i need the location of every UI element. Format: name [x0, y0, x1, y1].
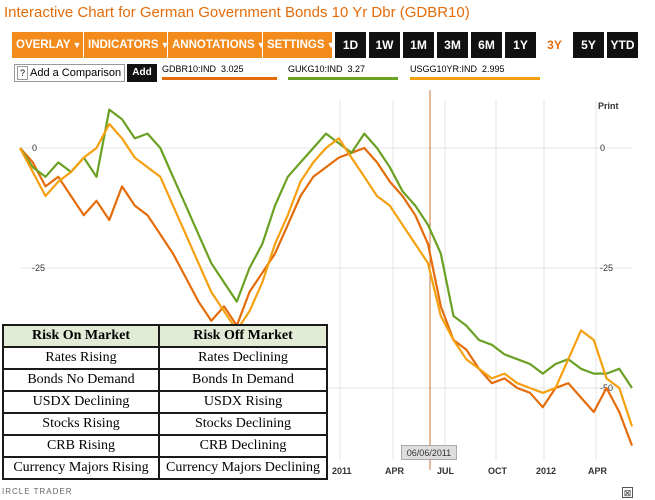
table-row: CRB Rising CRB Declining — [2, 434, 328, 458]
x-axis-labels: 2011 APR JUL OCT 2012 APR — [0, 466, 655, 478]
settings-menu-label: SETTINGS — [267, 39, 325, 51]
range-button-5y[interactable]: 5Y — [573, 32, 604, 58]
range-button-3y[interactable]: 3Y — [539, 32, 570, 58]
range-button-6m[interactable]: 6M — [471, 32, 502, 58]
range-button-3m[interactable]: 3M — [437, 32, 468, 58]
legend-item-gdbr10: GDBR10:IND 3.025 — [162, 64, 277, 80]
close-icon[interactable]: ⊠ — [622, 487, 633, 498]
indicators-menu[interactable]: INDICATORS▼ — [84, 32, 168, 58]
help-icon: ? — [17, 66, 28, 80]
table-row: Bonds No Demand Bonds In Demand — [2, 368, 328, 392]
x-axis-label: 2011 — [332, 466, 352, 476]
legend-color-bar — [162, 77, 277, 80]
page-title: Interactive Chart for German Government … — [4, 4, 470, 21]
table-cell: Stocks Declining — [158, 412, 328, 436]
legend-value: 3.27 — [347, 64, 366, 74]
print-button[interactable]: Print — [598, 101, 619, 111]
table-cell: Bonds In Demand — [158, 368, 328, 392]
range-button-1m[interactable]: 1M — [403, 32, 434, 58]
table-cell: USDX Rising — [158, 390, 328, 414]
y-tick-label-left: -25 — [32, 263, 45, 273]
legend-item-gukg10: GUKG10:IND 3.27 — [288, 64, 398, 80]
x-axis-label: 2012 — [536, 466, 557, 476]
table-cell: USDX Declining — [2, 390, 160, 414]
table-header-risk-on: Risk On Market — [2, 324, 160, 348]
table-row: Stocks Rising Stocks Declining — [2, 412, 328, 436]
chevron-down-icon: ▼ — [257, 40, 262, 50]
table-cell: Currency Majors Declining — [158, 456, 328, 480]
table-cell: Stocks Rising — [2, 412, 160, 436]
chevron-down-icon: ▼ — [72, 40, 82, 50]
chevron-down-icon: ▼ — [327, 40, 332, 50]
legend-value: 2.995 — [482, 64, 505, 74]
legend-color-bar — [288, 77, 398, 80]
table-cell: CRB Declining — [158, 434, 328, 458]
legend-color-bar — [410, 77, 540, 80]
x-axis-label: APR — [385, 466, 405, 476]
overlay-menu[interactable]: OVERLAY ▼ — [12, 32, 84, 58]
x-axis-label: APR — [588, 466, 608, 476]
table-cell: Rates Declining — [158, 346, 328, 370]
range-button-1w[interactable]: 1W — [369, 32, 400, 58]
y-tick-label-left: 0 — [32, 143, 37, 153]
add-comparison-label: Add a Comparison — [30, 67, 122, 79]
table-header-row: Risk On Market Risk Off Market — [2, 324, 328, 348]
series-line-gukg10ind — [19, 108, 633, 389]
legend-name: GUKG10:IND — [288, 64, 343, 74]
series-line-gdbr10ind — [19, 146, 634, 446]
watermark-text: IRCLE TRADER — [2, 487, 73, 496]
series-line-usgg10yrind — [19, 122, 634, 427]
indicators-menu-label: INDICATORS — [88, 39, 159, 51]
range-button-ytd[interactable]: YTD — [607, 32, 638, 58]
range-button-1d[interactable]: 1D — [335, 32, 366, 58]
legend-item-usgg10yr: USGG10YR:IND 2.995 — [410, 64, 540, 80]
table-row: Currency Majors Rising Currency Majors D… — [2, 456, 328, 480]
legend-name: USGG10YR:IND — [410, 64, 478, 74]
legend-name: GDBR10:IND — [162, 64, 217, 74]
table-cell: Currency Majors Rising — [2, 456, 160, 480]
overlay-menu-label: OVERLAY — [16, 39, 71, 51]
x-axis-label: JUL — [437, 466, 455, 476]
table-row: USDX Declining USDX Rising — [2, 390, 328, 414]
add-button[interactable]: Add — [127, 64, 157, 82]
risk-market-table: Risk On Market Risk Off Market Rates Ris… — [2, 324, 328, 480]
table-header-risk-off: Risk Off Market — [158, 324, 328, 348]
table-cell: CRB Rising — [2, 434, 160, 458]
y-tick-label-right: -25 — [600, 263, 613, 273]
date-tooltip: 06/06/2011 — [401, 445, 457, 460]
chart-toolbar: OVERLAY▼ INDICATORS▼ ANNOTATIONS▼ SETTIN… — [12, 32, 642, 58]
annotations-menu[interactable]: ANNOTATIONS▼ — [168, 32, 263, 58]
y-tick-label-right: 0 — [600, 143, 605, 153]
settings-menu[interactable]: SETTINGS▼ — [263, 32, 333, 58]
chevron-down-icon: ▼ — [161, 40, 168, 50]
table-cell: Bonds No Demand — [2, 368, 160, 392]
table-cell: Rates Rising — [2, 346, 160, 370]
x-axis-label: OCT — [488, 466, 507, 476]
legend-value: 3.025 — [221, 64, 244, 74]
table-row: Rates Rising Rates Declining — [2, 346, 328, 370]
range-button-1y[interactable]: 1Y — [505, 32, 536, 58]
annotations-menu-label: ANNOTATIONS — [172, 39, 255, 51]
add-comparison-field[interactable]: ? Add a Comparison — [14, 64, 125, 82]
